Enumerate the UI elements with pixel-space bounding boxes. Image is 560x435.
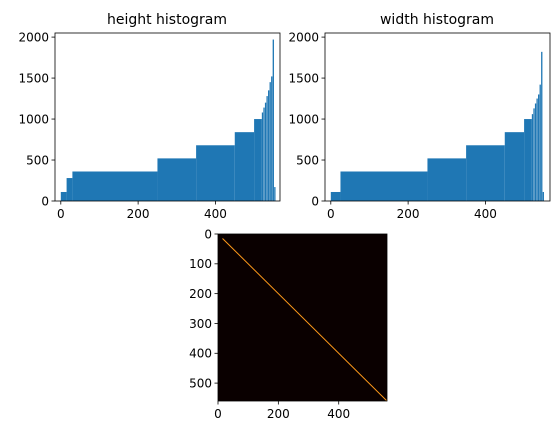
height-histogram-x-tick-label: 0 xyxy=(57,207,65,221)
heatmap-x-tick-label: 0 xyxy=(214,407,222,421)
histogram-bar xyxy=(234,132,255,201)
width-histogram-title: width histogram xyxy=(380,12,494,28)
histogram-bar xyxy=(534,103,537,201)
width-histogram-panel: width histogram 0 200 400 0 500 1000 1500 2000 xyxy=(288,12,551,221)
histogram-bar xyxy=(263,107,265,201)
histogram-bar xyxy=(268,90,270,201)
histogram-bar xyxy=(254,119,262,201)
height-histogram-x-tick-label: 200 xyxy=(127,207,150,221)
heatmap-x-tick-label: 200 xyxy=(267,407,290,421)
width-histogram-frame xyxy=(324,32,551,202)
width-histogram-axes: 0 200 400 0 500 1000 1500 2000 xyxy=(288,30,551,221)
height-histogram-y-tick-label: 2000 xyxy=(18,30,49,44)
histogram-bar xyxy=(330,191,341,201)
histogram-bar xyxy=(261,112,264,201)
width-histogram-x-tick-label: 400 xyxy=(474,207,497,221)
histogram-bar xyxy=(542,191,544,201)
histogram-bar xyxy=(538,94,540,201)
width-histogram-bars xyxy=(330,51,544,201)
width-histogram-y-tick-label: 500 xyxy=(296,153,319,167)
height-histogram-y-tick-label: 0 xyxy=(41,194,49,208)
width-histogram-x-tick-label: 200 xyxy=(397,207,420,221)
height-histogram-bars xyxy=(60,39,276,202)
histogram-bar xyxy=(196,145,235,201)
height-histogram-axes: 0 200 400 0 500 1000 1500 2000 xyxy=(18,30,281,221)
width-histogram-y-tick-label: 1500 xyxy=(288,71,319,85)
histogram-bar xyxy=(272,39,274,202)
heatmap-y-tick-label: 0 xyxy=(204,227,212,241)
height-histogram-panel: height histogram 0 200 400 0 500 1000 1500 2000 xyxy=(18,12,281,221)
heatmap-frame xyxy=(217,233,388,402)
width-histogram-y-tick-label: 2000 xyxy=(288,30,319,44)
heatmap-y-tick-label: 200 xyxy=(189,287,212,301)
histogram-bar xyxy=(269,82,271,201)
heatmap-axes: 0 200 400 0 100 200 300 400 500 xyxy=(189,227,388,421)
histogram-bar xyxy=(60,191,67,201)
histogram-bar xyxy=(466,145,505,201)
histogram-bar xyxy=(541,51,543,201)
heatmap-y-tick-label: 300 xyxy=(189,317,212,331)
heatmap-y-tick-label: 400 xyxy=(189,347,212,361)
histogram-bar xyxy=(264,102,267,201)
histogram-bar xyxy=(72,171,158,201)
histogram-bar xyxy=(427,158,467,201)
heatmap-panel: 0 200 400 0 100 200 300 400 500 xyxy=(189,227,388,421)
heatmap-y-tick-label: 500 xyxy=(189,376,212,390)
heatmap-y-tick-label: 100 xyxy=(189,257,212,271)
width-histogram-x-tick-label: 0 xyxy=(327,207,335,221)
histogram-bar xyxy=(266,96,268,201)
heatmap-diagonal xyxy=(222,238,388,402)
width-histogram-y-tick-label: 1000 xyxy=(288,112,319,126)
histogram-bar xyxy=(539,84,541,201)
histogram-bar xyxy=(274,187,276,201)
histogram-bar xyxy=(157,158,197,201)
histogram-bar xyxy=(524,119,532,201)
height-histogram-frame xyxy=(54,32,281,202)
histogram-bar xyxy=(271,76,273,201)
histogram-bar xyxy=(536,98,538,201)
histogram-bar xyxy=(533,108,535,201)
heatmap-marks xyxy=(222,238,388,402)
height-histogram-y-tick-label: 1500 xyxy=(18,71,49,85)
heatmap-x-tick-label: 400 xyxy=(327,407,350,421)
histogram-bar xyxy=(531,114,534,201)
histogram-bar xyxy=(504,132,525,201)
height-histogram-y-tick-label: 500 xyxy=(26,153,49,167)
height-histogram-y-tick-label: 1000 xyxy=(18,112,49,126)
histogram-bar xyxy=(66,178,73,201)
width-histogram-y-tick-label: 0 xyxy=(311,194,319,208)
height-histogram-title: height histogram xyxy=(107,12,227,28)
histogram-bar xyxy=(340,171,428,201)
height-histogram-x-tick-label: 400 xyxy=(204,207,227,221)
